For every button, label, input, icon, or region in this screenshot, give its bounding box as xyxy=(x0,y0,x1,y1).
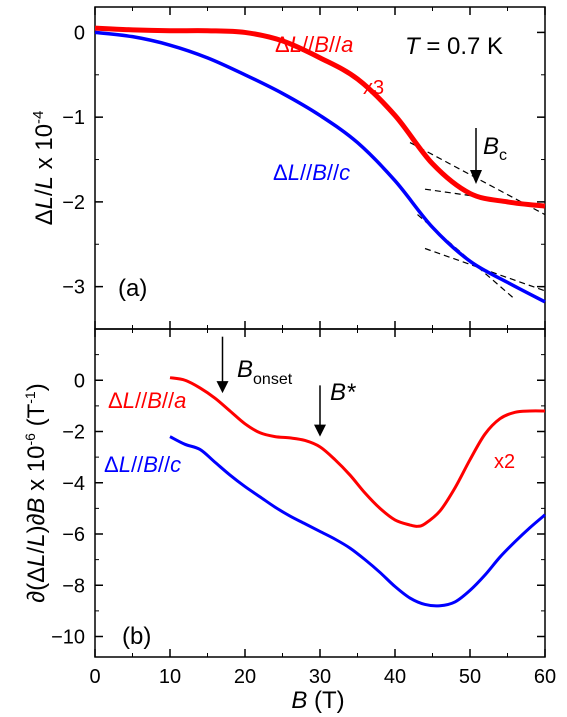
x-axis-title: B (T) xyxy=(291,687,344,714)
arrows-layer xyxy=(216,336,326,437)
critical-field-label: Bc xyxy=(483,133,507,164)
series-layer xyxy=(94,25,546,608)
x-tick-label: 50 xyxy=(459,666,481,688)
x-tick-label: 60 xyxy=(534,666,556,688)
series-line-panelb-a xyxy=(169,376,546,528)
y-tick-label: −4 xyxy=(62,473,85,495)
y-tick-label: 0 xyxy=(74,22,85,44)
panel-a-ylabel: ΔL/L x 10-4 xyxy=(30,111,58,226)
panel-a-label: (a) xyxy=(118,275,147,302)
arrow-head xyxy=(314,424,326,437)
x-tick-label: 30 xyxy=(309,666,331,688)
temperature-label: T = 0.7 K xyxy=(405,33,503,60)
panel-b-ylabel: ∂(ΔL/L)∂B x 10-6 (T-1) xyxy=(22,383,50,602)
y-tick-label: −8 xyxy=(62,575,85,597)
onset-label: Bonset xyxy=(237,356,293,388)
series-line-panelb-c xyxy=(169,435,546,608)
legend-b-series-c: ΔL//B//c xyxy=(104,452,181,477)
y-tick-label: −1 xyxy=(62,107,85,129)
legend-a-series-c: ΔL//B//c xyxy=(273,160,350,185)
panel-b-label: (b) xyxy=(122,623,151,650)
legend-b-series-a: ΔL//B//a xyxy=(108,388,186,413)
ticks-layer: 0−1−2−30−2−4−6−8−100 10 20 30 40 50 60 xyxy=(51,7,556,688)
multiplier-x3: x3 xyxy=(363,77,384,99)
x-tick-label: 10 xyxy=(159,666,181,688)
y-tick-label: −2 xyxy=(62,422,85,444)
y-tick-label: −6 xyxy=(62,524,85,546)
y-tick-label: 0 xyxy=(74,370,85,392)
legend-a-series-a: ΔL//B//a xyxy=(275,32,353,57)
multiplier-x2: x2 xyxy=(494,451,515,473)
annotation-arrow xyxy=(314,385,326,437)
guide-lines xyxy=(409,142,546,300)
b-star-label: B* xyxy=(330,379,356,406)
series-line-panela-c xyxy=(94,30,546,304)
annotation-arrow xyxy=(216,336,229,394)
x-tick-label: 40 xyxy=(384,666,406,688)
y-tick-label: −3 xyxy=(62,277,85,299)
y-tick-label: −2 xyxy=(62,192,85,214)
y-tick-label: −10 xyxy=(51,627,85,649)
x-tick-label: 0 xyxy=(89,666,100,688)
panel-b-frame xyxy=(94,328,546,658)
arrow-head xyxy=(216,381,229,394)
guide-line xyxy=(409,142,546,216)
series-line-panela-a xyxy=(94,25,546,209)
critical-field-arrow xyxy=(470,128,482,184)
x-tick-label: 20 xyxy=(234,666,256,688)
